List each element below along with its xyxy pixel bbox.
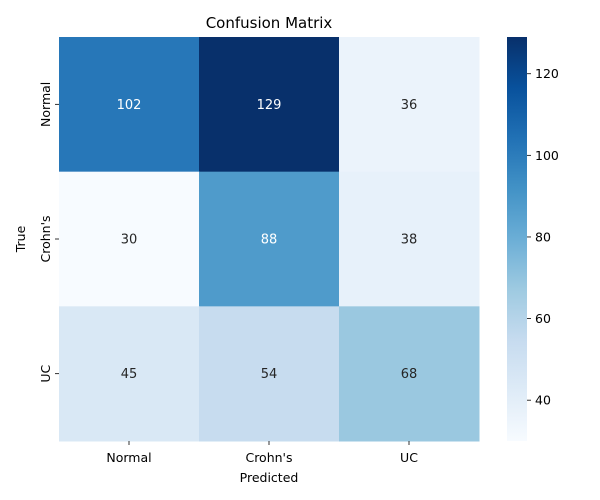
colorbar-tick-label: 100 xyxy=(535,148,559,163)
x-tick-label: Normal xyxy=(106,450,151,465)
x-tick-label: Crohn's xyxy=(245,450,292,465)
y-tick-label: Crohn's xyxy=(38,215,53,262)
heatmap-cells xyxy=(59,37,480,442)
heatmap-cell-label: 88 xyxy=(261,233,278,248)
colorbar-tick-label: 80 xyxy=(535,229,551,244)
heatmap-cell xyxy=(339,306,480,442)
heatmap-cell xyxy=(59,171,200,307)
colorbar-tick-label: 40 xyxy=(535,393,551,408)
heatmap-cell xyxy=(339,171,480,307)
heatmap-cell-label: 36 xyxy=(401,98,418,113)
chart-title: Confusion Matrix xyxy=(206,14,333,32)
y-tick-label: UC xyxy=(38,364,53,382)
colorbar-tick-label: 60 xyxy=(535,311,551,326)
heatmap-cell-label: 30 xyxy=(121,233,138,248)
colorbar-ticks: 40 60 80 100 120 xyxy=(527,66,559,408)
colorbar-gradient xyxy=(507,37,527,441)
heatmap-cell-labels: 102 129 36 30 88 38 45 54 68 xyxy=(117,98,418,382)
heatmap-cell xyxy=(199,306,340,442)
heatmap-cell xyxy=(339,37,480,173)
heatmap-cell-label: 45 xyxy=(121,367,138,382)
colorbar-tick-label: 120 xyxy=(535,66,559,81)
heatmap-cell xyxy=(59,306,200,442)
heatmap-cell xyxy=(199,171,340,307)
heatmap-cell-label: 54 xyxy=(261,367,278,382)
heatmap-cell-label: 129 xyxy=(257,98,282,113)
x-tick-label: UC xyxy=(400,450,418,465)
x-axis-label: Predicted xyxy=(240,470,299,485)
heatmap-cell-label: 68 xyxy=(401,367,418,382)
x-axis-ticks: Normal Crohn's UC xyxy=(106,441,418,465)
heatmap-cell-label: 38 xyxy=(401,233,418,248)
colorbar: 40 60 80 100 120 xyxy=(507,37,559,441)
y-axis-label: True xyxy=(13,225,28,253)
heatmap-cell xyxy=(199,37,340,173)
heatmap-cell xyxy=(59,37,200,173)
y-axis-ticks: Normal Crohn's UC xyxy=(38,82,59,383)
y-tick-label: Normal xyxy=(38,82,53,127)
heatmap-cell-label: 102 xyxy=(117,98,142,113)
